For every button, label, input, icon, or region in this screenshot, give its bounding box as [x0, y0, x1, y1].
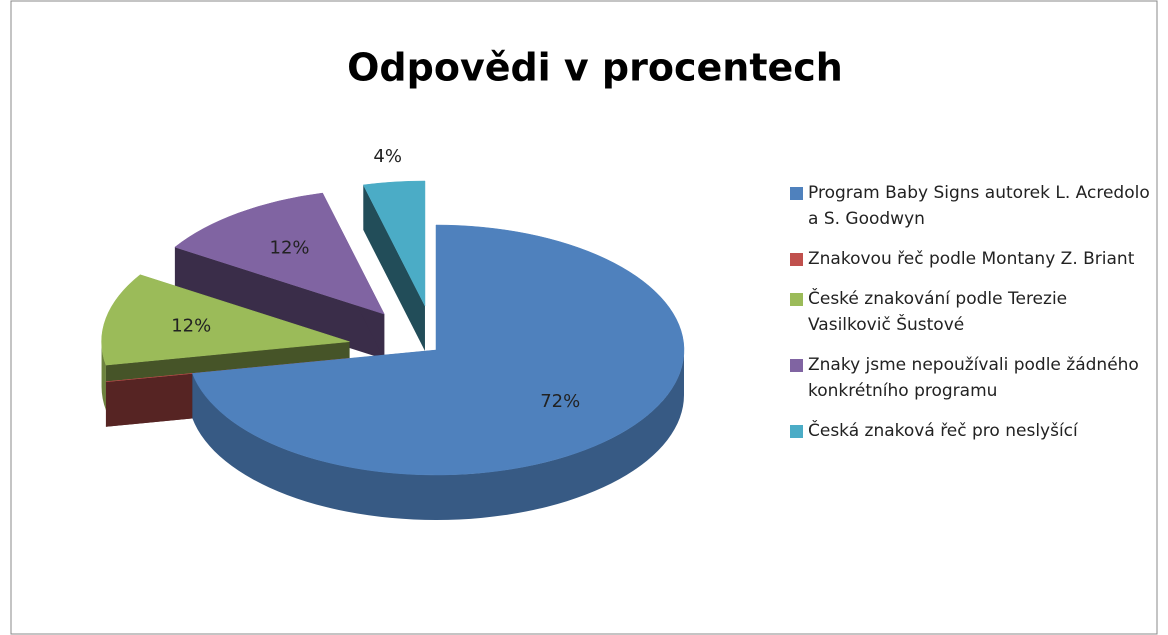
legend-label: Znakovou řeč podle Montany Z. Briant [808, 249, 1135, 269]
data-label: 72% [540, 391, 580, 412]
legend-swatch [790, 293, 803, 306]
slice [174, 192, 385, 315]
legend-label: Program Baby Signs autorek L. Acredolo a… [808, 183, 1150, 229]
slice-rim [101, 341, 106, 411]
slice-wall [174, 247, 385, 360]
slice [101, 274, 350, 366]
slice [192, 224, 685, 476]
legend-item: České znakování podle Terezie Vasilkovič… [788, 286, 1153, 338]
data-label: 12% [171, 315, 211, 336]
legend: Program Baby Signs autorek L. Acredolo a… [788, 180, 1153, 458]
legend-item: Znaky jsme nepoužívali podle žádného kon… [788, 352, 1153, 404]
legend-swatch [790, 253, 803, 266]
legend-item: Program Baby Signs autorek L. Acredolo a… [788, 180, 1153, 232]
slice [362, 180, 426, 307]
legend-swatch [790, 187, 803, 200]
data-label: 4% [373, 146, 402, 167]
data-label: 12% [270, 237, 310, 258]
legend-item: Znakovou řeč podle Montany Z. Briant [788, 246, 1153, 272]
legend-label: Znaky jsme nepoužívali podle žádného kon… [808, 355, 1139, 401]
chart-title: Odpovědi v procentech [347, 46, 843, 90]
legend-swatch [790, 425, 803, 438]
slice-rim [192, 350, 684, 521]
legend-swatch [790, 359, 803, 372]
legend-label: Česká znaková řeč pro neslyšící [808, 421, 1078, 441]
legend-label: České znakování podle Terezie Vasilkovič… [808, 289, 1068, 335]
slice-wall [363, 184, 425, 351]
legend-item: Česká znaková řeč pro neslyšící [788, 418, 1153, 444]
